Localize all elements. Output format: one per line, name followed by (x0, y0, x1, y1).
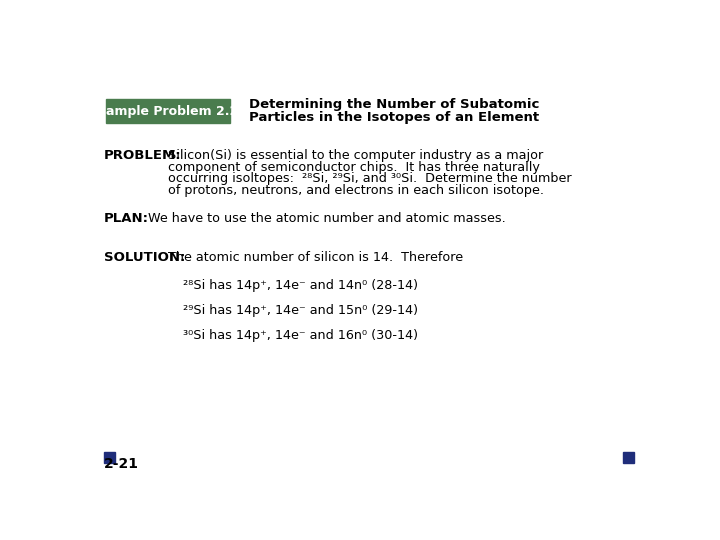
Text: SOLUTION:: SOLUTION: (104, 251, 185, 264)
Text: ²⁸Si has 14p⁺, 14e⁻ and 14n⁰ (28-14): ²⁸Si has 14p⁺, 14e⁻ and 14n⁰ (28-14) (183, 279, 418, 292)
Text: The atomic number of silicon is 14.  Therefore: The atomic number of silicon is 14. Ther… (168, 251, 463, 264)
Text: occurring isoltopes:  ²⁸Si, ²⁹Si, and ³⁰Si.  Determine the number: occurring isoltopes: ²⁸Si, ²⁹Si, and ³⁰S… (168, 172, 571, 185)
Text: Silicon(Si) is essential to the computer industry as a major: Silicon(Si) is essential to the computer… (168, 149, 543, 162)
Text: Sample Problem 2.2: Sample Problem 2.2 (97, 105, 238, 118)
Text: ²⁹Si has 14p⁺, 14e⁻ and 15n⁰ (29-14): ²⁹Si has 14p⁺, 14e⁻ and 15n⁰ (29-14) (183, 304, 418, 317)
Text: Determining the Number of Subatomic: Determining the Number of Subatomic (249, 98, 539, 111)
Text: PROBLEM:: PROBLEM: (104, 149, 181, 162)
Text: ³⁰Si has 14p⁺, 14e⁻ and 16n⁰ (30-14): ³⁰Si has 14p⁺, 14e⁻ and 16n⁰ (30-14) (183, 328, 418, 342)
FancyBboxPatch shape (624, 452, 634, 463)
Text: component of semiconductor chips.  It has three naturally: component of semiconductor chips. It has… (168, 161, 539, 174)
Text: of protons, neutrons, and electrons in each silicon isotope.: of protons, neutrons, and electrons in e… (168, 184, 544, 197)
FancyBboxPatch shape (104, 452, 114, 463)
Text: Particles in the Isotopes of an Element: Particles in the Isotopes of an Element (249, 111, 539, 124)
Text: PLAN:: PLAN: (104, 212, 149, 225)
Text: We have to use the atomic number and atomic masses.: We have to use the atomic number and ato… (148, 212, 506, 225)
FancyBboxPatch shape (106, 99, 230, 123)
Text: 2-21: 2-21 (104, 457, 139, 471)
